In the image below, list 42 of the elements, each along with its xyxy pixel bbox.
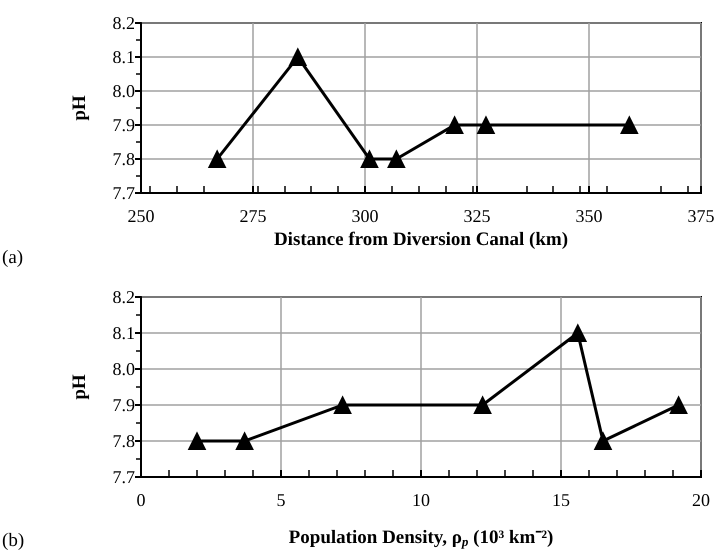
point: [446, 116, 464, 134]
point: [594, 432, 612, 450]
text: (a): [2, 247, 24, 268]
x-tick-label: 350: [576, 206, 602, 226]
point: [387, 150, 406, 168]
x-tick-label: 275: [240, 206, 266, 226]
point: [474, 396, 492, 414]
y-axis-title: pH: [69, 95, 90, 121]
point: [208, 150, 226, 168]
point: [188, 432, 206, 450]
x-tick-label: 300: [352, 206, 378, 226]
point: [568, 324, 587, 342]
y-tick-label: 8.2: [112, 287, 135, 307]
point: [334, 396, 352, 414]
point: [236, 432, 254, 450]
point: [670, 396, 688, 414]
y-tick-label: 7.9: [112, 395, 135, 415]
x-tick-label: 325: [464, 206, 490, 226]
y-tick-label: 8.1: [112, 47, 135, 67]
point: [620, 116, 638, 134]
y-tick-label: 8.0: [112, 359, 135, 379]
y-tick-label: 7.8: [112, 431, 135, 451]
y-tick-label: 7.8: [112, 149, 135, 169]
x-tick-label: 15: [552, 490, 570, 510]
point: [476, 116, 495, 134]
y-tick-label: 7.7: [112, 183, 135, 203]
y-tick-label: 8.1: [112, 323, 135, 343]
point: [360, 150, 378, 168]
text: (b): [2, 530, 24, 551]
x-tick-label: 5: [276, 490, 286, 510]
x-tick-label: 375: [688, 206, 714, 226]
y-tick-label: 8.2: [112, 13, 135, 33]
x-tick-label: 10: [412, 490, 430, 510]
point: [288, 48, 307, 66]
y-tick-label: 8.0: [112, 81, 135, 101]
x-tick-label: 250: [128, 206, 154, 226]
x-tick-label: 20: [692, 490, 710, 510]
y-tick-label: 7.7: [112, 467, 135, 487]
x-tick-label: 0: [136, 490, 146, 510]
x-axis-title: Distance from Diversion Canal (km): [274, 228, 568, 250]
y-axis-title: pH: [69, 374, 90, 400]
y-tick-label: 7.9: [112, 115, 135, 135]
